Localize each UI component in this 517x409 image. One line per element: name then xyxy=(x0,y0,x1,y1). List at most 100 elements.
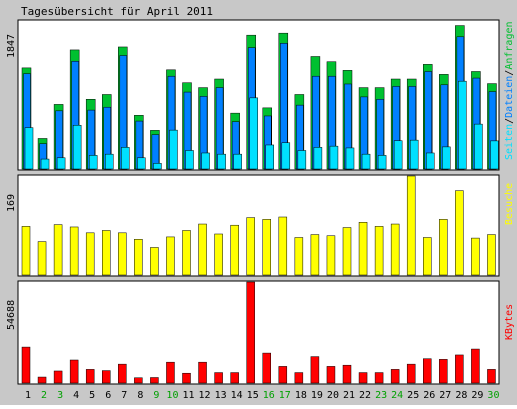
bar-visits xyxy=(246,217,255,276)
day-label: 7 xyxy=(121,390,127,401)
bar-pages xyxy=(297,150,307,170)
legend-visits: Besuche xyxy=(504,183,515,225)
bar-pages xyxy=(313,147,323,170)
bar-visits xyxy=(118,232,127,276)
bar-visits xyxy=(166,236,175,276)
bar-kbytes xyxy=(439,359,448,384)
bar-visits xyxy=(487,234,496,276)
day-label: 13 xyxy=(215,390,227,401)
day-label: 3 xyxy=(57,390,63,401)
bar-visits xyxy=(326,235,336,276)
legend-sep1: / xyxy=(504,118,515,124)
legend-hits-files-pages: Seiten/Dateien/Anfragen xyxy=(504,21,515,160)
bar-visits xyxy=(471,237,480,276)
bar-visits xyxy=(278,216,288,276)
bar-visits xyxy=(358,222,368,276)
day-label: 21 xyxy=(343,390,355,401)
bar-pages xyxy=(442,146,451,170)
bar-visits xyxy=(310,234,320,276)
bar-pages xyxy=(217,153,226,170)
bar-kbytes xyxy=(455,354,464,384)
bar-visits xyxy=(214,233,223,276)
bar-pages xyxy=(88,155,98,170)
bar-kbytes xyxy=(246,281,255,384)
bar-pages xyxy=(265,144,274,170)
bar-kbytes xyxy=(390,369,400,384)
bar-kbytes xyxy=(230,372,239,384)
day-label: 17 xyxy=(279,390,291,401)
bar-kbytes xyxy=(342,364,352,384)
bar-kbytes xyxy=(21,346,31,384)
day-label: 28 xyxy=(455,390,467,401)
bar-pages xyxy=(201,152,210,170)
day-label: 11 xyxy=(182,390,194,401)
bar-pages xyxy=(361,153,371,170)
bar-pages xyxy=(329,145,339,170)
bar-pages xyxy=(458,80,467,170)
day-label: 19 xyxy=(311,390,323,401)
chart-title: Tagesübersicht für April 2011 xyxy=(21,5,213,18)
day-label: 27 xyxy=(439,390,451,401)
bar-visits xyxy=(21,226,31,276)
bar-visits xyxy=(294,237,304,276)
day-label: 14 xyxy=(231,390,243,401)
bar-kbytes xyxy=(423,358,432,384)
day-label: 29 xyxy=(471,390,483,401)
max-label-hits: 1847 xyxy=(6,34,17,58)
bar-pages xyxy=(185,150,194,170)
bar-kbytes xyxy=(294,372,304,384)
day-label: 4 xyxy=(73,390,79,401)
day-label: 22 xyxy=(359,390,371,401)
day-label: 10 xyxy=(166,390,178,401)
day-label: 12 xyxy=(199,390,211,401)
bar-pages xyxy=(249,97,258,170)
bar-pages xyxy=(72,124,82,170)
bar-visits xyxy=(37,241,47,276)
max-label-kbytes: 54688 xyxy=(6,300,17,330)
bar-visits xyxy=(455,190,464,276)
bar-kbytes xyxy=(278,366,288,384)
day-label: 5 xyxy=(89,390,95,401)
day-label: 26 xyxy=(423,390,435,401)
bar-visits xyxy=(53,224,63,276)
bar-pages xyxy=(377,155,387,170)
day-label: 9 xyxy=(153,390,159,401)
bar-pages xyxy=(137,157,146,170)
bar-visits xyxy=(150,247,159,276)
day-label: 1 xyxy=(25,390,31,401)
day-label: 6 xyxy=(105,390,111,401)
bar-pages xyxy=(426,152,435,170)
day-label: 23 xyxy=(375,390,387,401)
bar-visits xyxy=(390,223,400,276)
bar-visits xyxy=(69,226,79,276)
bar-kbytes xyxy=(182,372,191,384)
bar-kbytes xyxy=(37,376,47,384)
bar-visits xyxy=(198,223,207,276)
bar-visits xyxy=(182,230,191,276)
day-label: 24 xyxy=(391,390,403,401)
day-label: 30 xyxy=(487,390,499,401)
day-label: 25 xyxy=(407,390,419,401)
bar-kbytes xyxy=(118,363,127,384)
bar-pages xyxy=(56,157,66,170)
bar-kbytes xyxy=(310,356,320,384)
bar-kbytes xyxy=(166,361,175,384)
bar-kbytes xyxy=(214,372,223,384)
bar-kbytes xyxy=(85,369,95,384)
bar-kbytes xyxy=(471,348,480,384)
bar-pages xyxy=(121,147,130,170)
bar-visits xyxy=(262,219,271,276)
legend-kbytes: KBytes xyxy=(504,304,515,340)
bar-pages xyxy=(393,140,403,170)
bar-kbytes xyxy=(406,363,416,384)
day-label: 20 xyxy=(327,390,339,401)
legend-sep2: / xyxy=(504,70,515,76)
bar-pages xyxy=(345,147,355,170)
panel-1 xyxy=(17,19,500,171)
bar-pages xyxy=(105,153,114,170)
bar-kbytes xyxy=(150,377,159,384)
day-label: 15 xyxy=(247,390,259,401)
legend-files: Dateien xyxy=(504,76,515,118)
